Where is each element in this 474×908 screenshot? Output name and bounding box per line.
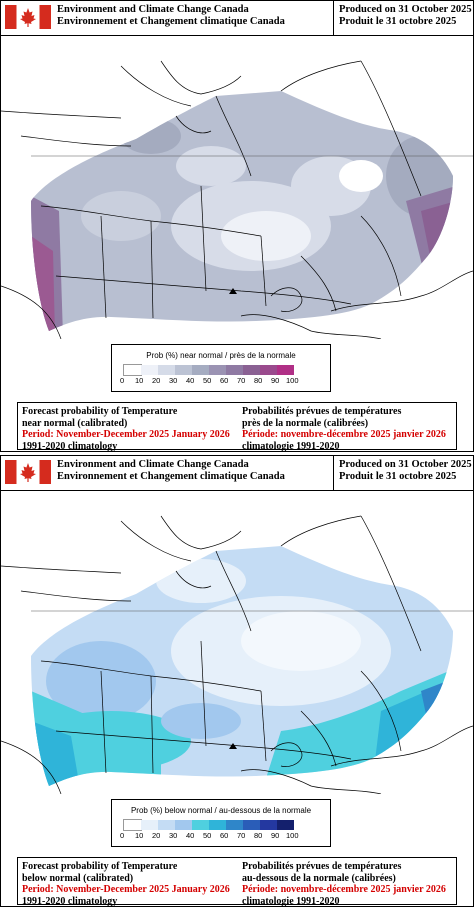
legend-title: Prob (%) below normal / au-dessous de la…: [130, 806, 312, 815]
legend-tick: 60: [220, 376, 229, 385]
description-line: Probabilités prévues de températures: [242, 406, 402, 417]
legend-ticks: 0 10 20 30 40 50 60 70 80 90 100: [118, 376, 308, 386]
legend-tick: 60: [220, 831, 229, 840]
legend-swatch: [243, 365, 260, 375]
legend: Prob (%) below normal / au-dessous de la…: [111, 799, 331, 847]
forecast-panel-below-normal: Environment and Climate Change Canada En…: [0, 455, 474, 907]
forecast-map: [1, 60, 473, 339]
forecast-description: Forecast probability of Temperature belo…: [17, 857, 457, 907]
legend-tick: 90: [271, 831, 280, 840]
description-line: Forecast probability of Temperature: [22, 861, 178, 872]
legend-tick: 10: [135, 831, 144, 840]
legend-swatch: [277, 820, 294, 830]
legend-tick: 50: [203, 831, 212, 840]
production-date-en: Produced on 31 October 2025: [339, 459, 472, 470]
legend-color-bar: [123, 819, 294, 831]
agency-name: Environment and Climate Change Canada En…: [57, 4, 285, 28]
legend-swatch: [209, 365, 226, 375]
legend-tick: 10: [135, 376, 144, 385]
legend-swatch: [277, 365, 294, 375]
legend-tick: 50: [203, 376, 212, 385]
forecast-map: [1, 515, 473, 794]
legend-swatch: [141, 820, 158, 830]
legend-tick: 80: [254, 376, 263, 385]
description-line: near normal (calibrated): [22, 417, 128, 429]
forecast-period: Period: November-December 2025 January 2…: [22, 884, 230, 895]
legend-swatch: [158, 820, 175, 830]
legend-tick: 40: [186, 831, 195, 840]
legend-tick: 90: [271, 376, 280, 385]
legend-color-bar: [123, 364, 294, 376]
description-line: Forecast probability of Temperature: [22, 406, 178, 417]
agency-name-en: Environment and Climate Change Canada: [57, 459, 249, 470]
legend-tick: 40: [186, 376, 195, 385]
climatology: 1991-2020 climatology: [22, 440, 118, 452]
legend-tick: 0: [120, 376, 125, 385]
legend-tick: 30: [169, 376, 178, 385]
description-line: below normal (calibrated): [22, 872, 134, 884]
production-date-fr: Produit le 31 octobre 2025: [339, 16, 457, 27]
legend-tick: 0: [120, 831, 125, 840]
description-fr: Probabilités prévues de températures prè…: [242, 406, 446, 452]
description-line: au-dessous de la normale (calibrées): [242, 872, 396, 884]
legend-swatch: [192, 365, 209, 375]
description-line: près de la normale (calibrées): [242, 417, 369, 429]
description-line: Probabilités prévues de températures: [242, 861, 402, 872]
production-date: Produced on 31 October 2025 Produit le 3…: [333, 1, 473, 35]
legend-swatch: [175, 820, 192, 830]
legend-ticks: 0 10 20 30 40 50 60 70 80 90 100: [118, 831, 308, 841]
canada-flag-icon: [5, 460, 51, 484]
legend-tick: 100: [286, 831, 299, 840]
panel-header: Environment and Climate Change Canada En…: [1, 456, 473, 491]
forecast-panel-near-normal: Environment and Climate Change Canada En…: [0, 0, 474, 452]
capital-marker: [229, 288, 237, 294]
climatology: climatologie 1991-2020: [242, 440, 340, 452]
legend-tick: 70: [237, 376, 246, 385]
legend: Prob (%) near normal / près de la normal…: [111, 344, 331, 392]
legend-swatch: [141, 365, 158, 375]
capital-marker: [229, 743, 237, 749]
legend-title: Prob (%) near normal / près de la normal…: [146, 351, 296, 360]
legend-swatch: [260, 820, 277, 830]
forecast-period: Période: novembre-décembre 2025 janvier …: [242, 884, 446, 895]
legend-swatch: [209, 820, 226, 830]
forecast-period: Period: November-December 2025 January 2…: [22, 429, 230, 440]
climatology: 1991-2020 climatology: [22, 895, 118, 907]
legend-tick: 20: [152, 376, 161, 385]
panel-header: Environment and Climate Change Canada En…: [1, 1, 473, 36]
legend-swatch: [226, 820, 243, 830]
legend-swatch: [158, 365, 175, 375]
climatology: climatologie 1991-2020: [242, 895, 340, 907]
legend-tick: 100: [286, 376, 299, 385]
agency-name-fr: Environnement et Changement climatique C…: [57, 16, 285, 27]
legend-tick: 20: [152, 831, 161, 840]
legend-swatch: [226, 365, 243, 375]
legend-tick: 70: [237, 831, 246, 840]
description-en: Forecast probability of Temperature belo…: [22, 861, 230, 907]
legend-swatch: [123, 819, 142, 831]
legend-swatch: [260, 365, 277, 375]
description-en: Forecast probability of Temperature near…: [22, 406, 230, 452]
legend-tick: 80: [254, 831, 263, 840]
legend-tick: 30: [169, 831, 178, 840]
forecast-period: Période: novembre-décembre 2025 janvier …: [242, 429, 446, 440]
description-fr: Probabilités prévues de températures au-…: [242, 861, 446, 907]
forecast-description: Forecast probability of Temperature near…: [17, 402, 457, 452]
legend-swatch: [123, 364, 142, 376]
agency-name-en: Environment and Climate Change Canada: [57, 4, 249, 15]
legend-swatch: [192, 820, 209, 830]
production-date-en: Produced on 31 October 2025: [339, 4, 472, 15]
agency-name: Environment and Climate Change Canada En…: [57, 459, 285, 483]
production-date: Produced on 31 October 2025 Produit le 3…: [333, 456, 473, 490]
legend-swatch: [175, 365, 192, 375]
canada-flag-icon: [5, 5, 51, 29]
production-date-fr: Produit le 31 octobre 2025: [339, 471, 457, 482]
legend-swatch: [243, 820, 260, 830]
agency-name-fr: Environnement et Changement climatique C…: [57, 471, 285, 482]
